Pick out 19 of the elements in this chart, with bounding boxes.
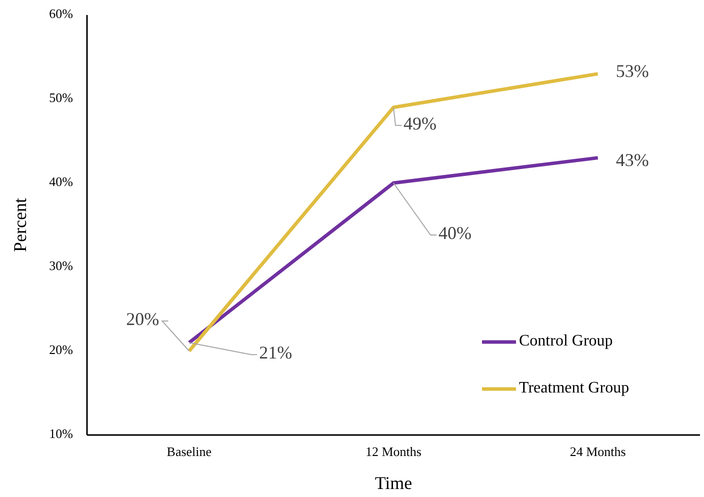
data-label: 43% [616,150,649,170]
y-tick-label: 40% [49,174,74,189]
data-label: 49% [404,114,436,134]
data-label: 53% [616,60,649,81]
y-tick-label: 10% [49,426,74,441]
x-tick-label: 24 Months [570,444,626,459]
y-tick-label: 50% [49,90,74,105]
legend-label: Control Group [519,332,613,350]
x-axis-title: Time [374,473,412,493]
data-label: 21% [259,342,292,363]
legend-label: Treatment Group [519,380,630,397]
y-tick-label: 20% [49,342,74,357]
y-tick-label: 60% [49,6,74,21]
data-label: 40% [438,223,472,244]
x-tick-label: Baseline [166,444,212,459]
data-label: 20% [126,309,160,330]
y-tick-label: 30% [49,258,74,273]
x-tick-label: 12 Months [366,444,422,459]
y-axis-title: Percent [10,198,30,252]
